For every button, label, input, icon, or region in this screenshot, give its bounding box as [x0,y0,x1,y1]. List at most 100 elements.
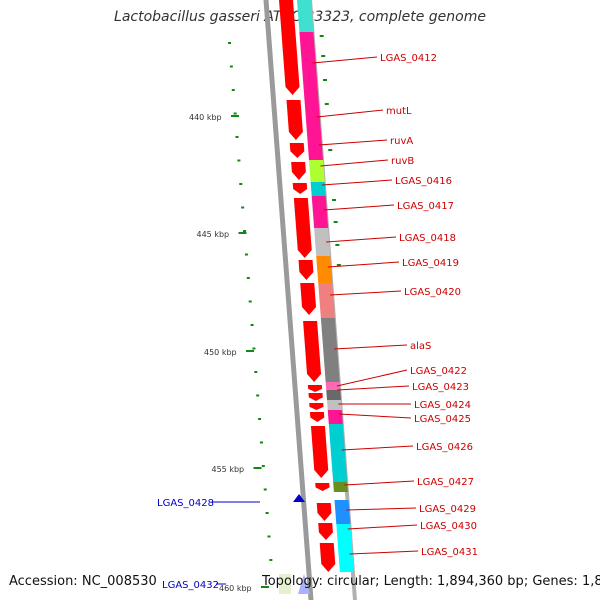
label-connector [349,550,419,555]
accession-info: Accession: NC_008530 [9,574,157,589]
label-connector [327,261,400,268]
minus-gene-label: LGAS_0428 [157,498,214,509]
label-connector [339,413,412,419]
label-connector [312,56,378,64]
gene-label: LGAS_0423 [412,382,469,393]
minus-gene-arrow [293,494,305,502]
topology-value: circular; [326,574,380,589]
cog-segment [316,256,333,283]
label-connector [323,204,395,211]
cog-segment [328,424,348,482]
gene-labels: LGAS_0412 mutL ruvA ruvB LGAS_0416 LGAS_0417 L… [312,53,478,558]
length-label: Length: [383,574,433,589]
gene-label: LGAS_0418 [399,233,456,244]
gene-label: LGAS_0417 [397,201,454,212]
ruler-label: 450 kbp [204,348,237,357]
gene-arrow [315,483,330,491]
label-connector [326,236,397,243]
gene-arrow [316,503,332,521]
gene-arrow [292,183,308,194]
gene-label: LGAS_0427 [417,477,474,488]
genes-label: Genes: [532,574,578,589]
cog-segment [299,32,319,100]
gene-label: LGAS_0422 [410,366,467,377]
gene-arrow [300,283,317,315]
cog-segment [333,482,348,492]
accession-label: Accession: [9,574,78,589]
gene-arrow [309,412,325,422]
label-connector [337,385,410,391]
ruler-label: 445 kbp [197,230,230,239]
cog-segment [307,140,323,160]
cog-segment [318,283,335,318]
cog-segment [325,382,341,390]
cog-segment [336,524,352,540]
gene-arrow [310,426,329,478]
cog-segment [327,410,343,424]
cog-segment [327,400,342,410]
cog-segment [309,160,325,182]
label-connector [318,139,388,146]
label-connector [341,445,414,451]
cog-segment [304,100,322,140]
gene-label: LGAS_0416 [395,176,452,187]
minus-gene-arrow [298,574,310,594]
cog-segment [337,540,354,572]
gene-label: LGAS_0412 [380,53,437,64]
gene-arrow [298,260,314,280]
gene-arrow [319,543,336,572]
gene-arrow [279,0,300,95]
gene-arrow [286,100,303,140]
length-value: 1,894,360 bp; [437,574,529,589]
gene-label: alaS [410,341,431,352]
cog-segment [320,318,340,382]
gene-label: LGAS_0420 [404,287,461,298]
genes-value: 1,852 [581,574,600,589]
gene-label: ruvA [390,136,413,147]
label-connector [321,179,393,186]
gene-arrow [293,198,312,258]
label-connector [344,480,415,486]
genome-stats: Topology: circular; Length: 1,894,360 bp… [262,574,600,589]
gene-arrow [318,523,333,540]
minus-gene-label: LGAS_0432 [162,580,219,591]
gene-label: ruvB [391,156,414,167]
ruler-label: 455 kbp [212,465,245,474]
topology-label: Topology: [262,574,323,589]
label-connector [334,344,408,350]
label-connector [336,369,408,387]
gene-arrow-group [279,0,336,572]
ruler-ticks [228,42,273,561]
ruler-label: 440 kbp [189,113,222,122]
cog-segment [314,228,331,256]
gene-arrow [291,162,306,180]
gene-arrow [308,393,323,401]
gene-label: LGAS_0429 [419,504,476,515]
gene-arrow [289,143,305,158]
gene-label: LGAS_0426 [416,442,473,453]
label-connector [346,507,417,511]
gene-arrow [307,385,323,392]
gene-arrow [303,321,322,382]
cog-segment [326,390,341,400]
cog-segment [279,574,291,594]
gene-label: LGAS_0430 [420,521,477,532]
gene-label: LGAS_0425 [414,414,471,425]
label-connector [330,290,402,296]
label-connector [316,109,384,118]
accession-value: NC_008530 [81,574,157,589]
label-connector [347,524,418,530]
cog-segment [311,196,329,228]
label-connector [320,159,389,167]
gene-label: LGAS_0424 [414,400,471,411]
gene-arrow [309,403,324,410]
cog-segment [297,0,314,32]
ruler-label: 460 kbp [219,584,252,593]
map-footer: Accession: NC_008530 Topology: circular;… [0,574,600,594]
gene-label: LGAS_0431 [421,547,478,558]
cog-segment [334,500,351,524]
cog-segment [310,182,326,196]
gene-label: mutL [386,106,412,117]
